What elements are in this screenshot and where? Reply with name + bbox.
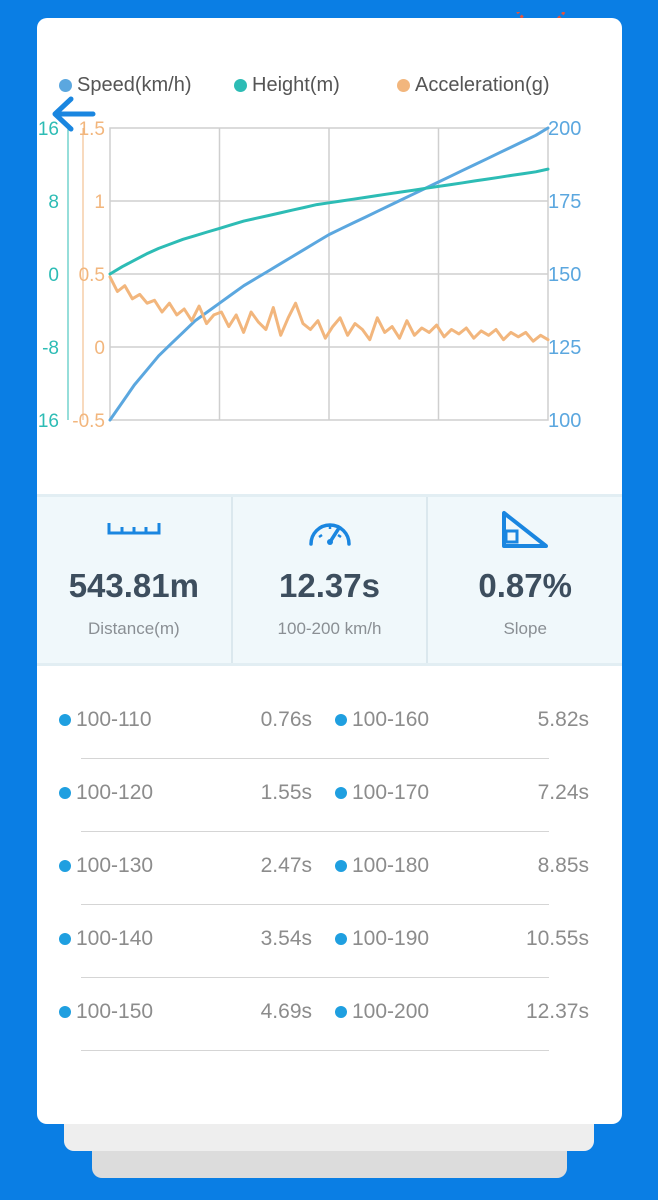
bullet-dot-icon xyxy=(335,787,347,799)
slope-icon xyxy=(502,511,549,548)
ruler-icon xyxy=(107,523,161,535)
acceleration-tick-label: 1 xyxy=(94,192,105,213)
row-divider xyxy=(81,758,549,759)
row-divider xyxy=(81,904,549,905)
legend-dot-height xyxy=(234,79,247,92)
chart-legend: Speed(km/h) Height(m) Acceleration(g) xyxy=(37,74,622,100)
speed-tick-label: 100 xyxy=(548,410,581,432)
split-label: 100-160 xyxy=(335,708,429,732)
speed-tick-label: 200 xyxy=(548,118,581,140)
split-label: 100-200 xyxy=(335,1000,429,1024)
legend-dot-speed xyxy=(59,79,72,92)
bullet-dot-icon xyxy=(59,714,71,726)
bullet-dot-icon xyxy=(59,1006,71,1018)
row-divider xyxy=(81,831,549,832)
bullet-dot-icon xyxy=(59,787,71,799)
bullet-dot-icon xyxy=(335,714,347,726)
stat-slope: 0.87% Slope xyxy=(426,497,622,663)
split-value: 10.55s xyxy=(525,927,589,950)
table-row: 100-140 3.54s 100-190 10.55s xyxy=(37,905,622,978)
split-label: 100-170 xyxy=(335,781,429,805)
legend-speed[interactable]: Speed(km/h) xyxy=(59,74,192,97)
legend-acceleration[interactable]: Acceleration(g) xyxy=(397,74,550,97)
bullet-dot-icon xyxy=(59,933,71,945)
split-label-text: 100-120 xyxy=(76,781,154,804)
acceleration-tick-label: 1.5 xyxy=(79,119,105,140)
legend-label-acceleration: Acceleration(g) xyxy=(415,74,550,96)
acceleration-tick-label: 0.5 xyxy=(79,265,105,286)
acceleration-series-line xyxy=(108,275,550,343)
bullet-dot-icon xyxy=(335,1006,347,1018)
split-times-list: 100-110 0.76s 100-160 5.82s 100-120 1.55… xyxy=(37,686,622,1051)
split-label-text: 100-190 xyxy=(352,927,430,950)
split-value: 8.85s xyxy=(537,854,589,877)
performance-chart: 16 8 0 -8 -16 1.5 1 0.5 0 -0.5 200 175 150 125 100 xyxy=(37,118,581,432)
split-label-text: 100-160 xyxy=(352,708,430,731)
speedometer-icon xyxy=(308,523,351,546)
table-row: 100-110 0.76s 100-160 5.82s xyxy=(37,686,622,759)
legend-label-height: Height(m) xyxy=(252,74,340,96)
split-label: 100-190 xyxy=(335,927,429,951)
height-tick-label: 8 xyxy=(48,192,59,213)
height-tick-label: 0 xyxy=(48,265,59,286)
row-divider xyxy=(81,977,549,978)
split-label: 100-130 xyxy=(59,854,153,878)
table-row: 100-130 2.47s 100-180 8.85s xyxy=(37,832,622,905)
split-label: 100-140 xyxy=(59,927,153,951)
speed-tick-label: 125 xyxy=(548,337,581,359)
height-tick-label: -8 xyxy=(42,338,59,359)
speed-tick-label: 175 xyxy=(548,191,581,213)
split-value: 12.37s xyxy=(525,1000,589,1023)
split-value: 1.55s xyxy=(260,781,312,804)
split-label-text: 100-110 xyxy=(76,708,152,731)
stat-time: 12.37s 100-200 km/h xyxy=(230,497,427,663)
height-series-line xyxy=(108,167,550,276)
stat-distance-value: 543.81m xyxy=(68,567,199,604)
table-row: 100-150 4.69s 100-200 12.37s xyxy=(37,978,622,1051)
stat-time-value: 12.37s xyxy=(279,567,380,604)
speed-series-line xyxy=(108,126,550,422)
stat-slope-label: Slope xyxy=(503,619,547,638)
row-divider xyxy=(81,1050,549,1051)
stats-panel: 543.81m Distance(m) 12.37s 100-200 km/h … xyxy=(37,494,622,666)
stat-distance-label: Distance(m) xyxy=(88,619,180,638)
split-label-text: 100-200 xyxy=(352,1000,430,1023)
split-label: 100-180 xyxy=(335,854,429,878)
split-label-text: 100-170 xyxy=(352,781,430,804)
split-value: 2.47s xyxy=(260,854,312,877)
back-arrow-icon[interactable] xyxy=(51,94,97,134)
result-card: Speed(km/h) Height(m) Acceleration(g) 16… xyxy=(37,18,622,1124)
legend-height[interactable]: Height(m) xyxy=(234,74,340,97)
split-value: 4.69s xyxy=(260,1000,312,1023)
legend-label-speed: Speed(km/h) xyxy=(77,74,192,96)
split-value: 7.24s xyxy=(537,781,589,804)
split-label-text: 100-180 xyxy=(352,854,430,877)
split-label: 100-150 xyxy=(59,1000,153,1024)
height-tick-label: 16 xyxy=(38,119,59,140)
stat-time-label: 100-200 km/h xyxy=(277,619,382,638)
bullet-dot-icon xyxy=(59,860,71,872)
split-value: 0.76s xyxy=(260,708,312,731)
split-value: 5.82s xyxy=(537,708,589,731)
bullet-dot-icon xyxy=(335,933,347,945)
table-row: 100-120 1.55s 100-170 7.24s xyxy=(37,759,622,832)
split-label-text: 100-150 xyxy=(76,1000,154,1023)
split-label: 100-120 xyxy=(59,781,153,805)
split-label-text: 100-140 xyxy=(76,927,154,950)
height-tick-label: -16 xyxy=(37,411,59,432)
speed-tick-label: 150 xyxy=(548,264,581,286)
legend-dot-acceleration xyxy=(397,79,410,92)
acceleration-tick-label: 0 xyxy=(94,338,105,359)
bullet-dot-icon xyxy=(335,860,347,872)
split-value: 3.54s xyxy=(260,927,312,950)
split-label-text: 100-130 xyxy=(76,854,154,877)
split-label: 100-110 xyxy=(59,708,152,732)
stat-distance: 543.81m Distance(m) xyxy=(37,497,231,663)
acceleration-tick-label: -0.5 xyxy=(72,411,105,432)
stat-slope-value: 0.87% xyxy=(478,567,572,604)
